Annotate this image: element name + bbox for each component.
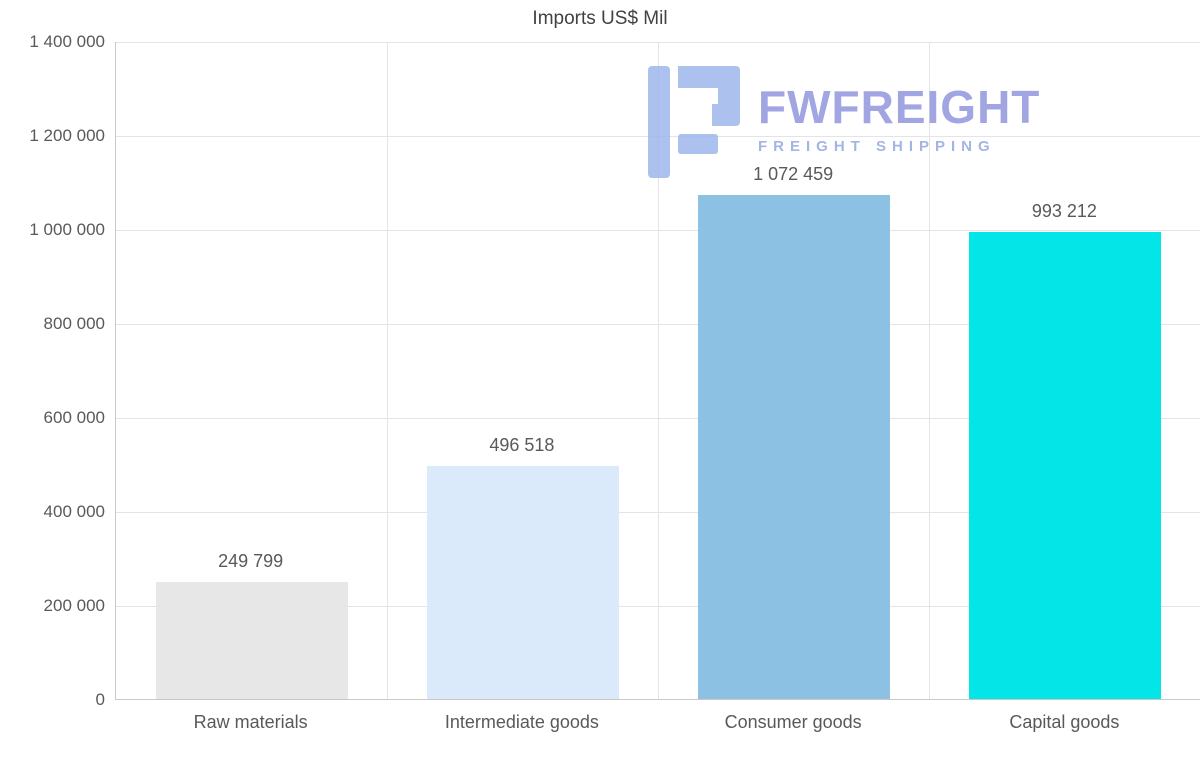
y-axis-tick-label: 1 200 000 (29, 126, 105, 145)
chart-title: Imports US$ Mil (532, 8, 668, 29)
bar-value-label: 249 799 (218, 551, 284, 571)
bar-consumer-goods (698, 195, 891, 699)
y-axis-tick-label: 200 000 (43, 596, 105, 615)
v-gridline (386, 42, 388, 699)
bar-raw-materials (155, 582, 348, 699)
x-axis-category-label: Intermediate goods (444, 712, 599, 732)
bar-capital-goods (969, 232, 1162, 699)
y-axis-tick-label: 600 000 (43, 408, 105, 427)
bar-intermediate-goods (426, 466, 619, 699)
bar-value-label: 1 072 459 (753, 164, 834, 184)
x-axis-category-label: Consumer goods (724, 712, 862, 732)
plot-area (115, 41, 1200, 700)
y-axis-tick-label: 400 000 (43, 502, 105, 521)
x-axis-category-label: Capital goods (1009, 712, 1120, 732)
y-axis-tick-label: 800 000 (43, 314, 105, 333)
y-axis-tick-label: 1 400 000 (29, 32, 105, 51)
y-axis-tick-label: 1 000 000 (29, 220, 105, 239)
y-axis-tick-label: 0 (95, 690, 105, 709)
v-gridline (658, 42, 659, 699)
bar-value-label: 496 518 (489, 435, 555, 455)
x-axis-category-label: Raw materials (193, 712, 308, 732)
v-gridline (929, 42, 931, 699)
bar-value-label: 993 212 (1031, 201, 1097, 221)
